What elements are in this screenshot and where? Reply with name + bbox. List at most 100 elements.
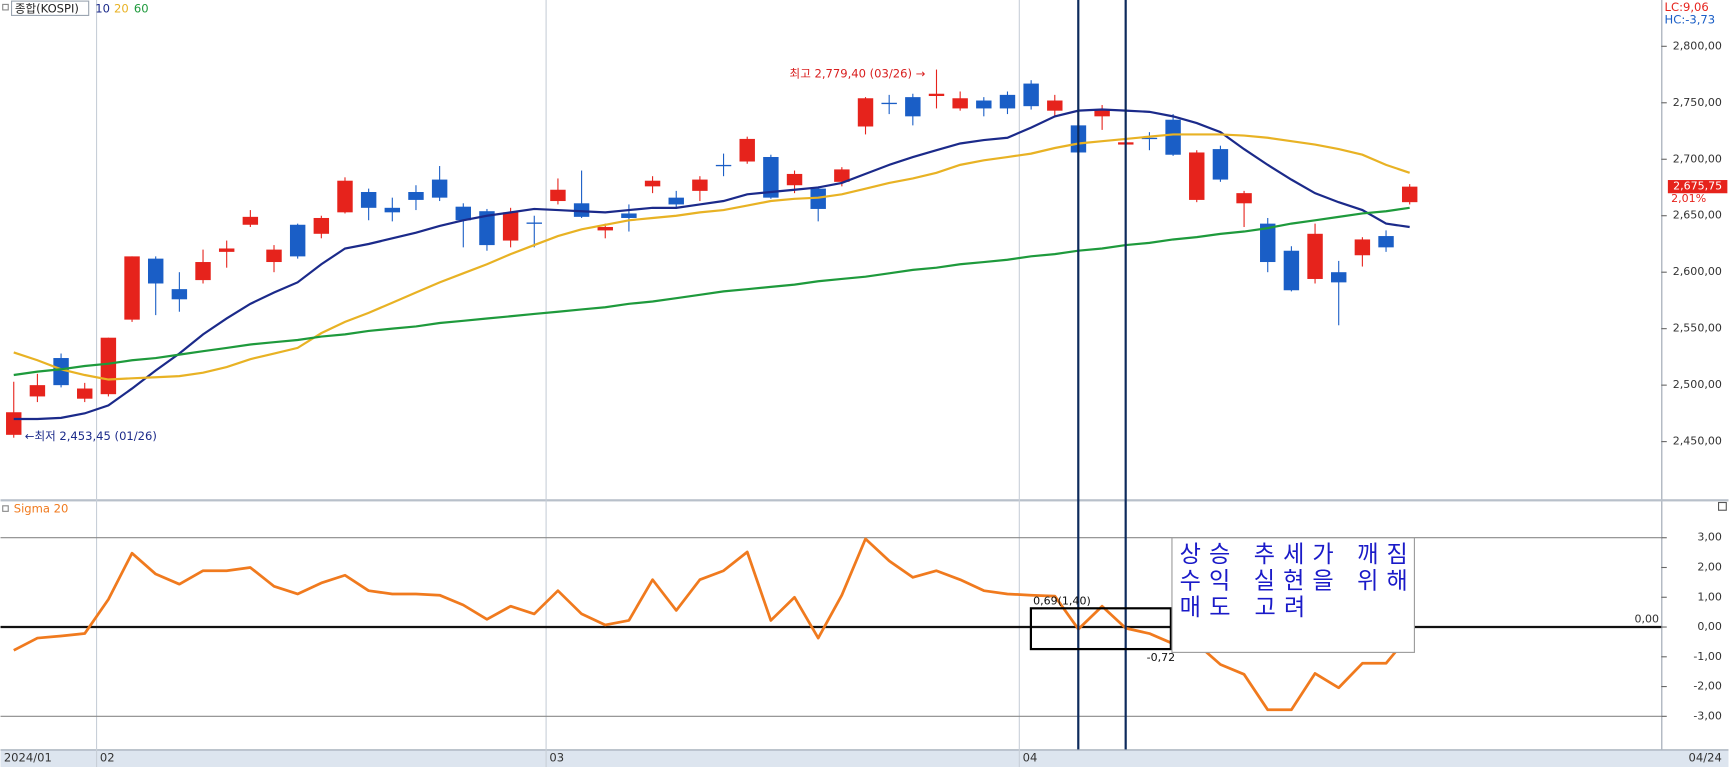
y-tick-label: 2,550,00 [1673, 322, 1722, 335]
panel-icon [2, 505, 9, 512]
hc-label: HC:-3,73 [1665, 12, 1716, 26]
candle-body [1141, 137, 1158, 140]
candle-body [1354, 239, 1371, 256]
candle-body [147, 258, 164, 284]
y-tick-label: 1,00 [1697, 590, 1722, 603]
y-tick-label: -2,00 [1693, 680, 1722, 693]
y-tick-label: -3,00 [1693, 709, 1722, 722]
candle-body [100, 337, 117, 395]
last-price-box [1667, 180, 1728, 194]
lc-label: LC:9,06 [1665, 0, 1709, 14]
candle-body [242, 216, 259, 225]
x-tick-label: 04/24 [1689, 751, 1722, 765]
note-text: 수익 실현을 위해 [1180, 568, 1408, 594]
x-tick-label: 04 [1023, 751, 1038, 765]
panel-icon [2, 3, 9, 11]
candle-body [976, 100, 992, 109]
candle-body [786, 173, 803, 186]
candle-body [1023, 83, 1039, 107]
candle-body [77, 388, 93, 399]
moving-average-line [13, 108, 1410, 421]
candle-body [1165, 119, 1181, 155]
candle-body [384, 207, 401, 213]
candle-body [692, 179, 708, 191]
candle-body [171, 289, 188, 300]
time-axis-band [0, 749, 1729, 767]
y-tick-label: -1,00 [1693, 650, 1722, 663]
panel-separator [0, 499, 1729, 502]
y-tick-label: 2,650,00 [1673, 209, 1722, 222]
annotation: -0,72 [1147, 651, 1176, 664]
candle-body [1307, 233, 1323, 279]
indicator-title: Sigma 20 [14, 502, 69, 516]
candle-body [621, 213, 637, 218]
y-tick-label: 2,750,00 [1673, 96, 1722, 109]
candle-body [1331, 272, 1347, 283]
candle-body [668, 197, 684, 205]
candle-body [313, 217, 330, 234]
candle-body [857, 98, 874, 127]
x-tick-label: 2024/01 [4, 751, 52, 765]
y-tick-label: 2,450,00 [1673, 435, 1722, 448]
candle-body [289, 224, 306, 257]
last-price-label: 2,675,75 [1673, 180, 1722, 193]
candle-body [53, 358, 69, 386]
candle-body [1189, 152, 1205, 200]
candle-body [715, 164, 732, 167]
y-tick-label: 2,800,00 [1673, 39, 1722, 52]
candle-body [550, 189, 566, 202]
candle-body [881, 102, 897, 105]
candle-body [739, 138, 755, 162]
y-tick-label: 2,500,00 [1673, 378, 1722, 391]
candle-body [1401, 186, 1418, 203]
candle-body [6, 412, 22, 435]
candle-body [266, 249, 282, 263]
candle-body [573, 203, 590, 217]
candle-body [999, 94, 1016, 109]
candle-body [928, 93, 945, 97]
annotation: 0,69(1,40) [1033, 595, 1091, 608]
note-text: 상승 추세가 깨짐 [1180, 542, 1408, 568]
candle-body [1236, 193, 1252, 204]
candle-body [502, 212, 519, 241]
moving-average-line [13, 206, 1410, 377]
highlight-box [1029, 607, 1172, 651]
candle-body [337, 180, 353, 213]
candle-body [1212, 149, 1229, 180]
candle-body [218, 248, 235, 252]
title-box [10, 0, 90, 16]
candle-body [763, 156, 779, 198]
candle-body [905, 97, 921, 117]
candle-body [1283, 250, 1300, 291]
moving-average-line [13, 133, 1411, 381]
note-box [1171, 537, 1415, 653]
candle-body [431, 179, 448, 198]
candle-body [1094, 109, 1110, 117]
candle-body [124, 256, 140, 320]
candle-body [408, 192, 424, 200]
note-text: 매도 고려 [1180, 595, 1306, 621]
candle-body [644, 180, 661, 187]
legend-entry: 10 [95, 1, 110, 15]
annotation: ←최저 2,453,45 (01/26) [25, 429, 157, 443]
candle-body [526, 222, 542, 224]
panel-icon [1718, 501, 1727, 511]
candle-body [952, 98, 968, 109]
annotation: 최고 2,779,40 (03/26) → [790, 66, 926, 80]
legend-entry: 20 [114, 1, 129, 15]
candle-body [360, 192, 377, 208]
y-tick-label: 2,600,00 [1673, 265, 1722, 278]
y-tick-label: 3,00 [1697, 531, 1722, 544]
y-tick-label: 2,700,00 [1673, 152, 1722, 165]
candle-body [1260, 223, 1276, 263]
last-change-label: 2,01% [1671, 192, 1706, 205]
y-tick-label: 0,00 [1697, 620, 1722, 633]
candle-body [597, 227, 613, 231]
candle-body [195, 262, 211, 281]
candle-body [834, 169, 850, 182]
y-tick-label: 2,00 [1697, 560, 1722, 573]
